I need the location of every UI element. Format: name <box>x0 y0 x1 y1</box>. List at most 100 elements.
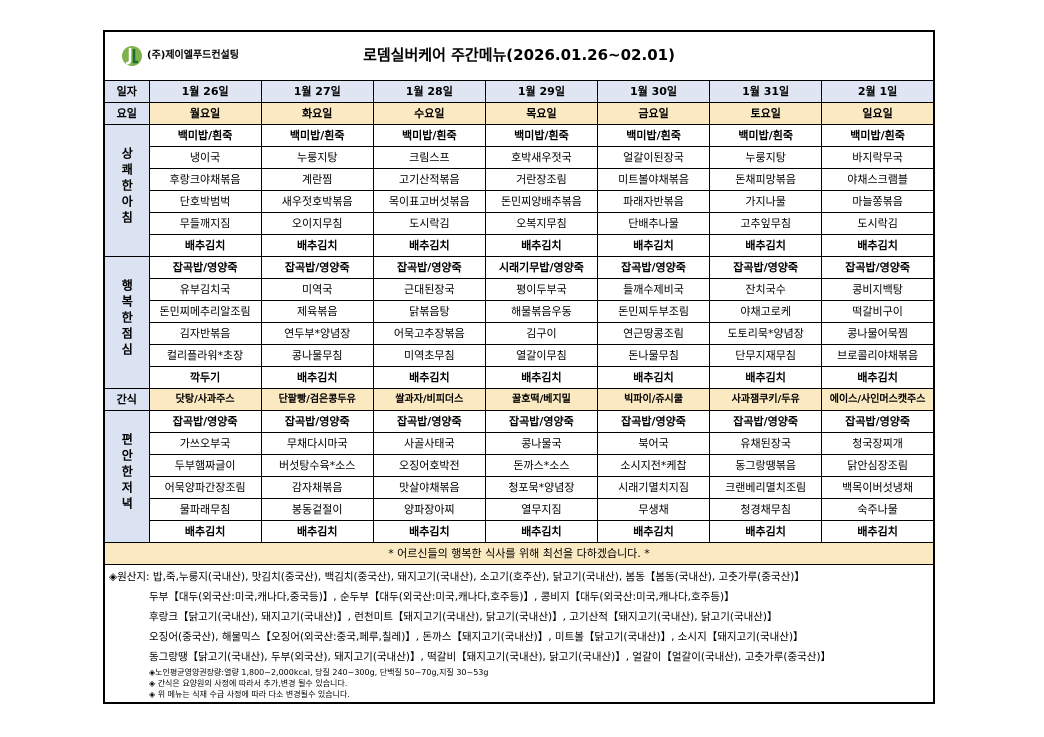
menu-item: 열갈이무침 <box>484 344 598 367</box>
menu-item: 백미밥/흰죽 <box>148 124 262 147</box>
menu-item: 배추김치 <box>148 234 262 257</box>
date: 1월 27일 <box>260 80 374 103</box>
menu-item: 연두부*양념장 <box>260 322 374 345</box>
menu-item: 백미밥/흰죽 <box>821 124 935 147</box>
day: 수요일 <box>372 102 486 125</box>
menu-item: 바지락무국 <box>821 146 935 169</box>
menu-item: 배추김치 <box>260 520 374 543</box>
menu-item: 크림스프 <box>372 146 486 169</box>
menu-item: 배추김치 <box>372 366 486 389</box>
menu-item: 단호박범벅 <box>148 190 262 213</box>
origin-line: 오징어(중국산), 해물믹스【오징어(외국산:중국,페루,칠레)】, 돈까스【돼… <box>149 631 804 643</box>
menu-item: 배추김치 <box>148 520 262 543</box>
menu-item: 야채스크램블 <box>821 168 935 191</box>
menu-item: 잡곡밥/영양죽 <box>372 410 486 433</box>
menu-item: 잡곡밥/영양죽 <box>596 256 711 279</box>
meal-label: 상쾌한아침 <box>103 124 150 257</box>
menu-item: 미역국 <box>260 278 374 301</box>
menu-item: 오이지무침 <box>260 212 374 235</box>
menu-item: 깍두기 <box>148 366 262 389</box>
menu-item: 물파래무침 <box>148 498 262 521</box>
menu-item: 도토리묵*양념장 <box>709 322 823 345</box>
menu-item: 미역초무침 <box>372 344 486 367</box>
table-row: ◈원산지: 밥,죽,누룽지(국내산), 맛김치(중국산), 백김치(중국산), … <box>103 564 935 704</box>
snack-item: 사과잼쿠키/두유 <box>709 388 823 411</box>
snack-item: 꿀호떡/베지밀 <box>484 388 598 411</box>
table-row: 두부햄짜글이 버섯탕수육*소스 오징어호박전 돈까스*소스 소시지전*케찹 동그랑땡볶음 닭… <box>104 454 935 477</box>
menu-item: 브로콜리야채볶음 <box>821 344 935 367</box>
menu-item: 고추잎무침 <box>709 212 823 235</box>
meal-label: 편안한저녁 <box>103 410 150 543</box>
origin-note: ◈노인평균영양권장량:열량 1,800~2,000kcal, 당질 240~30… <box>149 668 489 677</box>
menu-item: 잡곡밥/영양죽 <box>260 410 374 433</box>
meal-label-text: 행복한점심 <box>119 279 134 359</box>
logo-icon <box>122 46 142 66</box>
menu-item: 배추김치 <box>484 520 598 543</box>
menu-item: 단무지재무침 <box>709 344 823 367</box>
menu-item: 배추김치 <box>372 234 486 257</box>
menu-item: 양파장아찌 <box>372 498 486 521</box>
menu-item: 배추김치 <box>484 366 598 389</box>
menu-item: 배추김치 <box>821 520 935 543</box>
table-row: 냉이국 누룽지탕 크림스프 호박새우젓국 얼갈이된장국 누룽지탕 바지락무국 <box>104 146 935 169</box>
snack-item: 빅파이/쥬시쿨 <box>596 388 711 411</box>
table-row: 어묵양파간장조림 감자채볶음 맛살야채볶음 청포묵*양념장 시래기멸치지짐 크랜베리멸치조… <box>104 476 935 499</box>
menu-item: 목이표고버섯볶음 <box>372 190 486 213</box>
menu-item: 거란장조림 <box>484 168 598 191</box>
menu-item: 돈민찌두부조림 <box>596 300 711 323</box>
menu-item: 배추김치 <box>709 520 823 543</box>
table-row: 행복한점심 잡곡밥/영양죽 잡곡밥/영양죽 잡곡밥/영양죽 시래기무밥/영양죽 잡곡밥/영… <box>103 256 935 389</box>
table-row: 깍두기 배추김치 배추김치 배추김치 배추김치 배추김치 배추김치 <box>104 366 935 389</box>
row-label: 요일 <box>103 102 150 125</box>
menu-table: (주)제이엘푸드컨설팅 로뎀실버케어 주간메뉴(2026.01.26~02.01… <box>103 30 935 704</box>
logo-text: (주)제이엘푸드컨설팅 <box>147 50 239 61</box>
menu-item: 잔치국수 <box>709 278 823 301</box>
title: 로뎀실버케어 주간메뉴(2026.01.26~02.01) <box>363 46 675 64</box>
origin-line: 두부【대두(외국산:미국,캐나다,중국등)】, 순두부【대두(외국산:미국,캐나… <box>149 591 735 603</box>
menu-item: 배추김치 <box>821 234 935 257</box>
table-row: 단호박범벅 새우젓호박볶음 목이표고버섯볶음 돈민찌양배추볶음 파래자반볶음 가지나물 마늘… <box>104 190 935 213</box>
menu-item: 누룽지탕 <box>260 146 374 169</box>
table-row: 간식 닷탕/사과주스 단팥빵/검은콩두유 쌀과자/비피더스 꿀호떡/베지밀 빅파이/쥬시쿨… <box>103 388 935 411</box>
date: 1월 31일 <box>709 80 823 103</box>
menu-item: 유부김치국 <box>148 278 262 301</box>
menu-item: 새우젓호박볶음 <box>260 190 374 213</box>
menu-item: 김자반볶음 <box>148 322 262 345</box>
day: 목요일 <box>484 102 598 125</box>
menu-item: 백미밥/흰죽 <box>709 124 823 147</box>
menu-item: 두부햄짜글이 <box>148 454 262 477</box>
table-row: 가쓰오부국 무채다시마국 사골사태국 콩나물국 북어국 유채된장국 청국장찌개 <box>104 432 935 455</box>
notice: * 어르신들의 행복한 식사를 위해 최선을 다하겠습니다. * <box>103 542 935 565</box>
menu-item: 돈까스*소스 <box>484 454 598 477</box>
date: 1월 26일 <box>148 80 262 103</box>
menu-item: 어묵양파간장조림 <box>148 476 262 499</box>
menu-item: 배추김치 <box>821 366 935 389</box>
menu-item: 배추김치 <box>709 366 823 389</box>
menu-item: 잡곡밥/영양죽 <box>821 256 935 279</box>
menu-item: 가지나물 <box>709 190 823 213</box>
snack-item: 단팥빵/검은콩두유 <box>260 388 374 411</box>
menu-item: 콩비지백탕 <box>821 278 935 301</box>
menu-page: (주)제이엘푸드컨설팅 로뎀실버케어 주간메뉴(2026.01.26~02.01… <box>103 30 935 704</box>
menu-item: 백미밥/흰죽 <box>372 124 486 147</box>
menu-item: 해물볶음우동 <box>484 300 598 323</box>
origin-note: ◈ 위 메뉴는 식재 수급 사정에 따라 다소 변경될수 있습니다. <box>149 690 350 699</box>
day: 일요일 <box>821 102 935 125</box>
menu-item: 동그랑땡볶음 <box>709 454 823 477</box>
menu-item: 연근땅콩조림 <box>596 322 711 345</box>
date: 1월 29일 <box>484 80 598 103</box>
menu-item: 오징어호박전 <box>372 454 486 477</box>
menu-item: 사골사태국 <box>372 432 486 455</box>
menu-item: 잡곡밥/영양죽 <box>148 256 262 279</box>
menu-item: 들깨수제비국 <box>596 278 711 301</box>
menu-item: 맛살야채볶음 <box>372 476 486 499</box>
menu-item: 오복지무침 <box>484 212 598 235</box>
menu-item: 평이두부국 <box>484 278 598 301</box>
origin-note: ◈ 간식은 요양원의 사정에 따라서 추가,변경 될수 있습니다. <box>149 679 348 688</box>
menu-item: 잡곡밥/영양죽 <box>709 256 823 279</box>
table-row: 물파래무침 봉동겉절이 양파장아찌 열무지짐 무생채 청경채무침 숙주나물 <box>104 498 935 521</box>
menu-item: 마늘쫑볶음 <box>821 190 935 213</box>
row-label: 간식 <box>103 388 150 411</box>
menu-item: 잡곡밥/영양죽 <box>148 410 262 433</box>
menu-item: 제육볶음 <box>260 300 374 323</box>
